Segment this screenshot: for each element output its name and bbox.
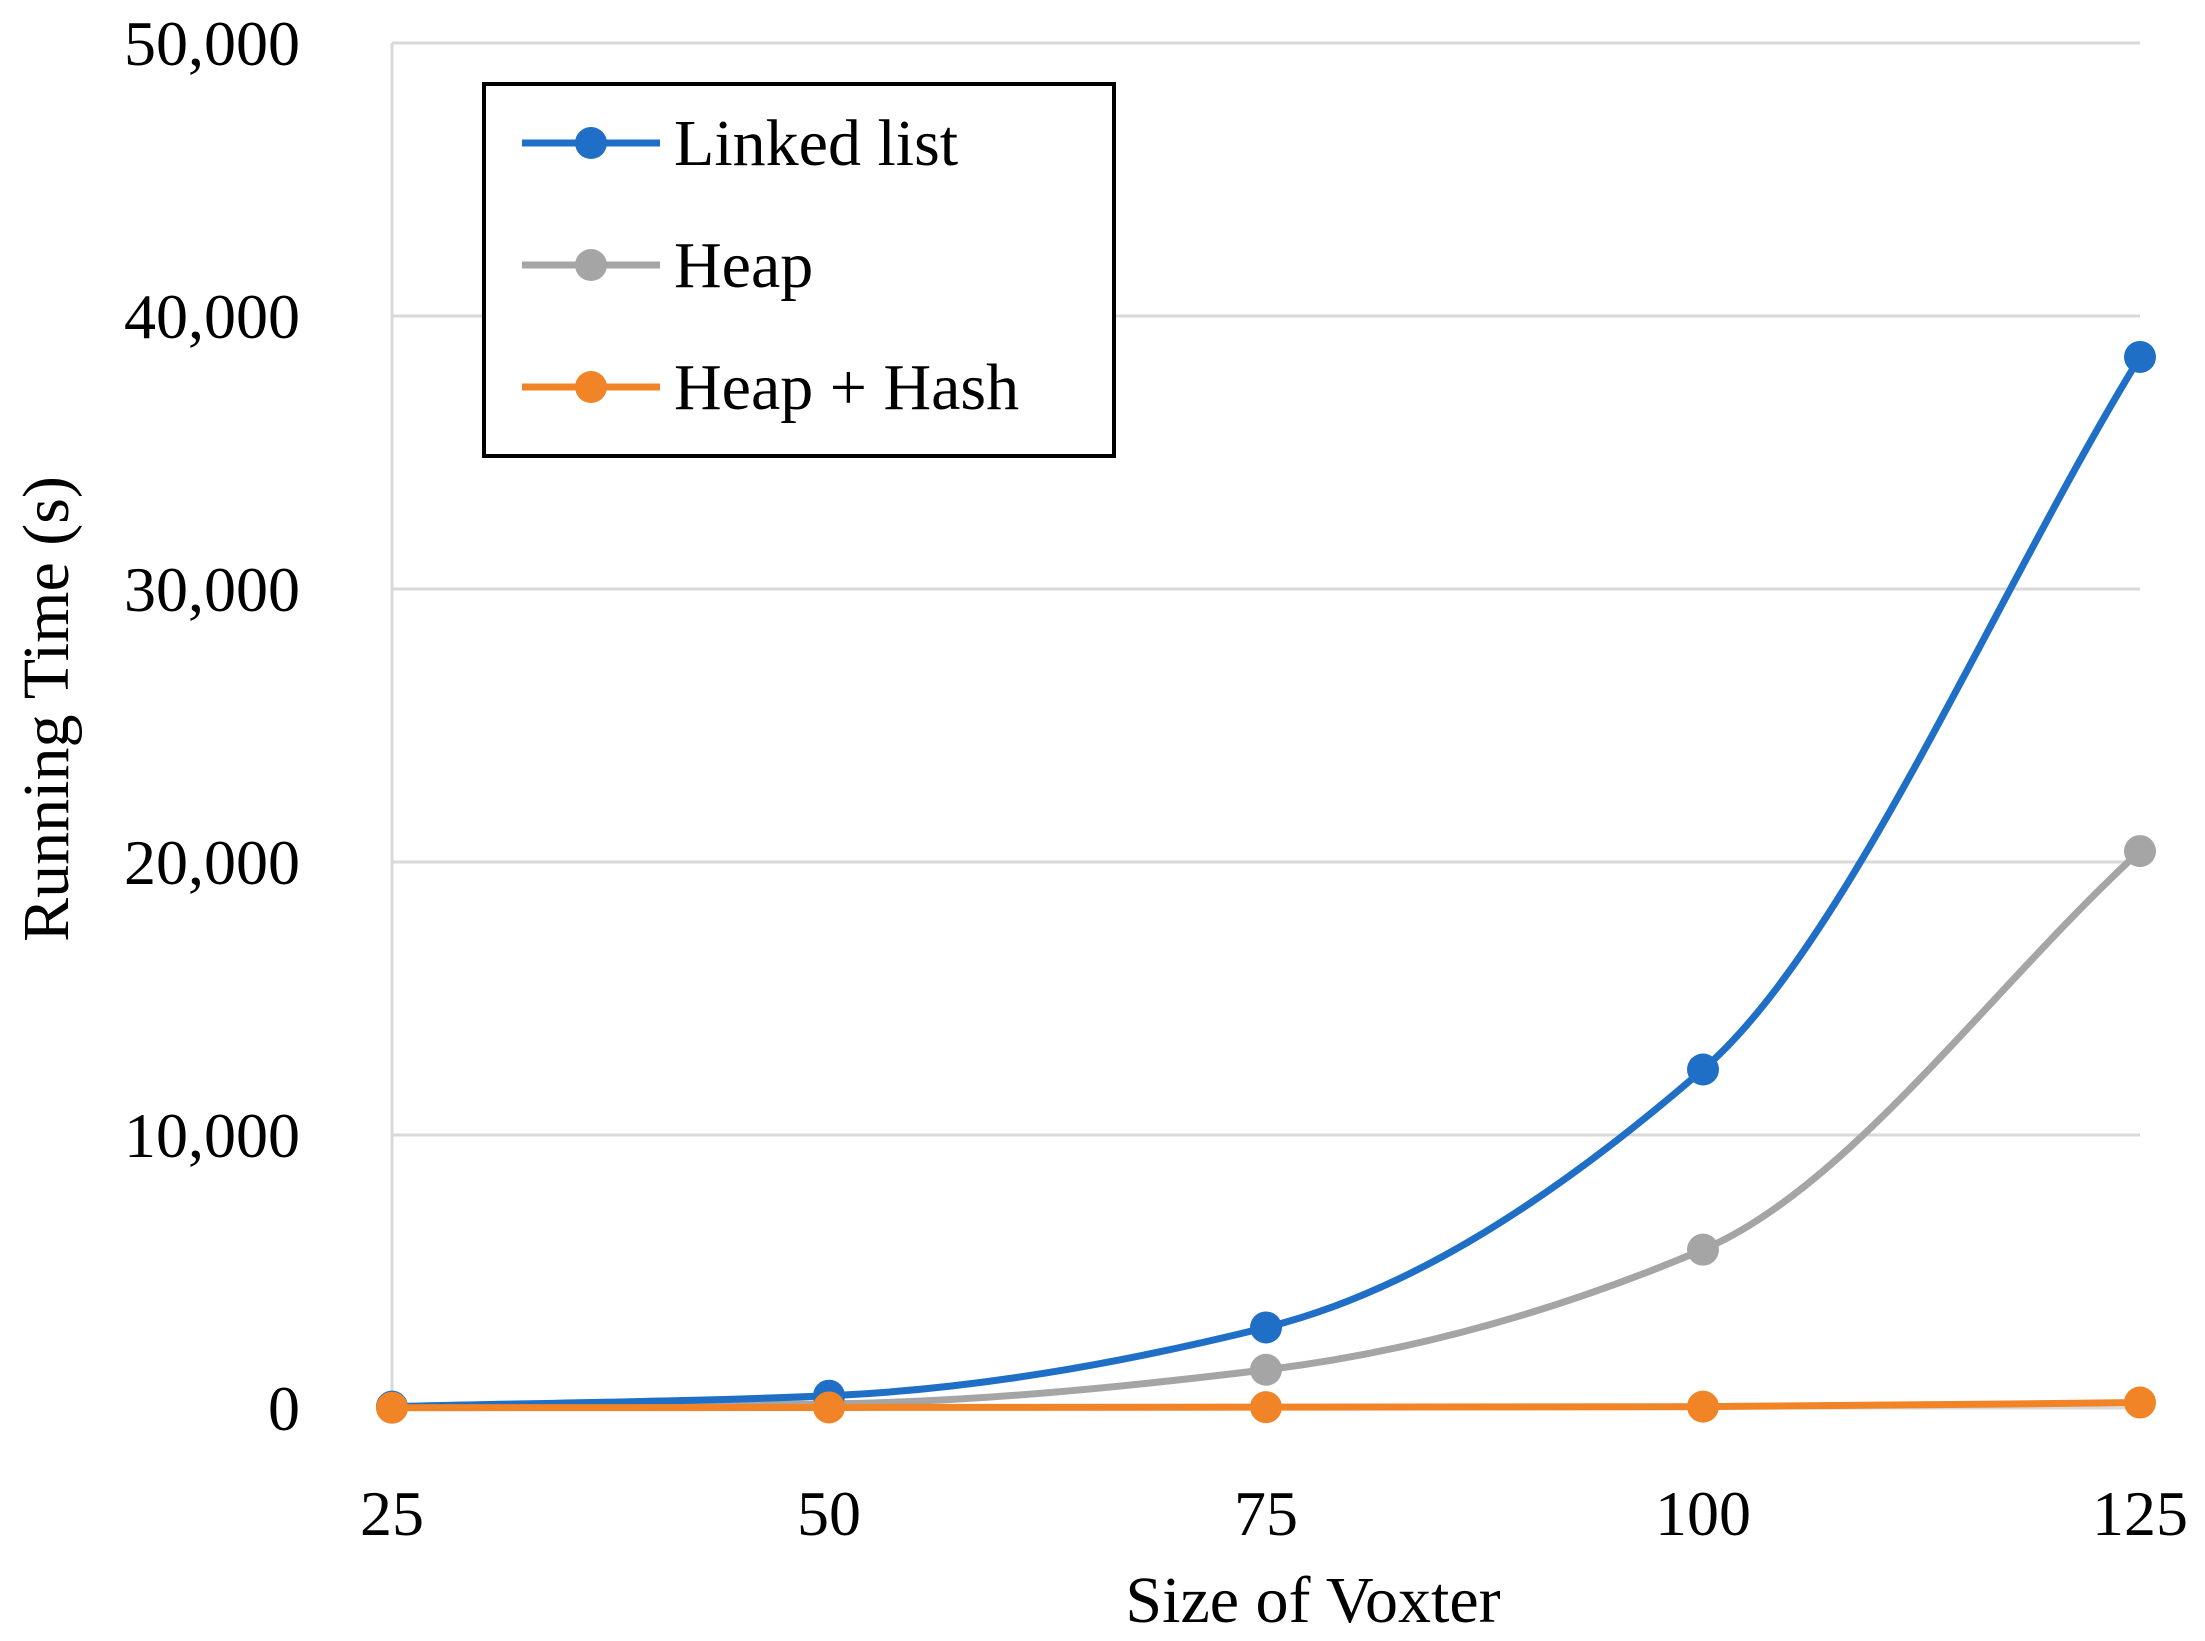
data-point-heap-hash bbox=[813, 1391, 845, 1424]
y-tick-label: 50,000 bbox=[124, 8, 300, 79]
legend-label: Linked list bbox=[674, 107, 958, 180]
y-axis-title: Running Time (s) bbox=[10, 476, 83, 942]
x-axis-ticks: 25 50 75 100 125 bbox=[360, 1478, 2188, 1549]
data-point-linked-list bbox=[2124, 340, 2156, 373]
data-point-linked-list bbox=[1250, 1311, 1282, 1344]
series-linked-list bbox=[376, 340, 2156, 1423]
data-point-heap bbox=[2124, 835, 2156, 868]
x-tick-label: 75 bbox=[1234, 1478, 1298, 1549]
legend-label: Heap + Hash bbox=[674, 351, 1019, 424]
legend-item-heap: Heap bbox=[522, 229, 813, 302]
y-tick-label: 0 bbox=[268, 1373, 300, 1444]
y-tick-label: 10,000 bbox=[124, 1100, 300, 1171]
series-line-linked-list bbox=[388, 353, 2144, 1411]
legend-swatch-marker bbox=[575, 371, 607, 403]
x-tick-label: 25 bbox=[360, 1478, 424, 1549]
y-axis-ticks: 0 10,000 20,000 30,000 40,000 50,000 bbox=[124, 8, 300, 1444]
x-tick-label: 50 bbox=[797, 1478, 861, 1549]
data-point-heap-hash bbox=[1687, 1390, 1719, 1423]
data-point-linked-list bbox=[1687, 1053, 1719, 1086]
y-tick-label: 40,000 bbox=[124, 281, 300, 352]
data-point-heap-hash bbox=[376, 1391, 408, 1424]
series-heap-hash bbox=[376, 1386, 2156, 1424]
data-point-heap bbox=[1687, 1233, 1719, 1266]
legend-swatch-marker bbox=[575, 127, 607, 159]
y-tick-label: 20,000 bbox=[124, 827, 300, 898]
x-tick-label: 125 bbox=[2092, 1478, 2188, 1549]
legend: Linked list Heap Heap + Hash bbox=[482, 82, 1116, 458]
data-point-heap-hash bbox=[2124, 1386, 2156, 1419]
y-tick-label: 30,000 bbox=[124, 554, 300, 625]
legend-item-linked-list: Linked list bbox=[522, 107, 958, 180]
legend-label: Heap bbox=[674, 229, 813, 302]
data-point-heap bbox=[1250, 1353, 1282, 1386]
legend-item-heap-hash: Heap + Hash bbox=[522, 351, 1019, 424]
data-point-heap-hash bbox=[1250, 1391, 1282, 1424]
x-tick-label: 100 bbox=[1655, 1478, 1751, 1549]
legend-swatch-marker bbox=[575, 249, 607, 281]
series-layer bbox=[376, 340, 2156, 1424]
x-axis-title: Size of Voxter bbox=[1125, 1564, 1500, 1637]
